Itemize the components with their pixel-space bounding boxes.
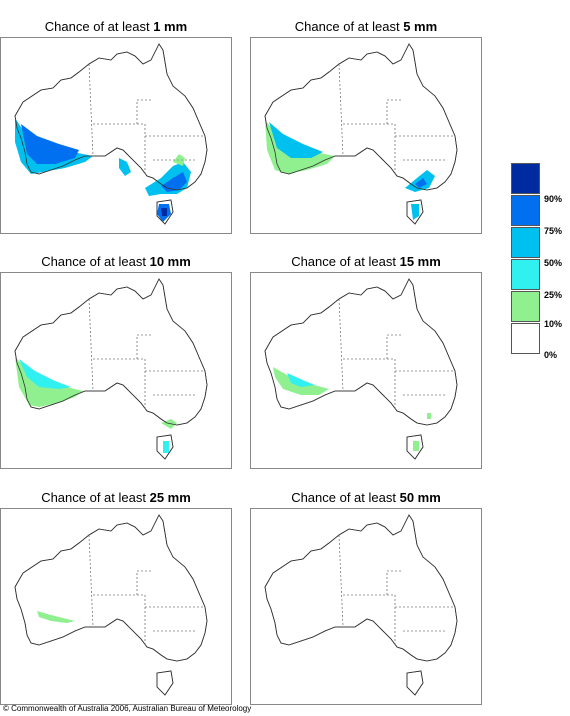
tasmania-outline (156, 199, 174, 225)
state-border (88, 534, 94, 628)
map-outline-overlay (264, 278, 458, 460)
rain-overlay (265, 120, 435, 220)
rain-overlay (37, 611, 75, 623)
map-outline-overlay (14, 43, 208, 225)
base-map (14, 43, 208, 225)
copyright-notice: © Commonwealth of Australia 2006, Austra… (3, 704, 252, 713)
panel-5mm: Chance of at least 5 mm (250, 17, 482, 234)
legend-label-25: 25% (544, 290, 563, 300)
legend-swatch-0 (511, 323, 540, 354)
mainland-outline (264, 514, 458, 662)
australia-map (14, 514, 208, 696)
title-amount: 5 mm (403, 19, 438, 34)
state-border (338, 63, 344, 157)
state-border (88, 63, 94, 157)
tasmania-outline (406, 434, 424, 460)
title-prefix: Chance of at least (291, 490, 396, 505)
mainland-outline (14, 514, 208, 662)
mainland-outline (264, 278, 458, 426)
map-frame (250, 272, 482, 469)
title-amount: 25 mm (149, 490, 191, 505)
rain-overlay (15, 118, 191, 222)
title-prefix: Chance of at least (291, 254, 396, 269)
base-map (14, 278, 208, 460)
map-outline-overlay (264, 43, 458, 225)
legend-label-50: 50% (544, 258, 563, 268)
legend-swatch-50 (511, 227, 540, 258)
legend-swatch-90 (511, 163, 540, 194)
title-prefix: Chance of at least (41, 254, 146, 269)
base-map (14, 514, 208, 696)
state-border (136, 570, 151, 595)
australia-map (264, 278, 458, 460)
tasmania-outline (156, 434, 174, 460)
state-border (338, 298, 344, 392)
mainland-outline (264, 514, 458, 662)
panel-title: Chance of at least 5 mm (250, 17, 482, 37)
panel-title: Chance of at least 10 mm (0, 252, 232, 272)
mainland-outline (14, 278, 208, 426)
map-outline-overlay (14, 514, 208, 696)
tasmania-outline (406, 199, 424, 225)
state-border (136, 99, 151, 124)
tasmania-outline (406, 670, 424, 696)
australia-map (14, 43, 208, 225)
state-border (386, 334, 401, 359)
title-prefix: Chance of at least (41, 490, 146, 505)
map-frame (0, 508, 232, 705)
legend-swatch-10 (511, 291, 540, 322)
base-map (264, 43, 458, 225)
australia-map (264, 514, 458, 696)
panel-title: Chance of at least 1 mm (0, 17, 232, 37)
panel-1mm: Chance of at least 1 mm (0, 17, 232, 234)
panel-50mm: Chance of at least 50 mm (250, 488, 482, 705)
map-frame (0, 272, 232, 469)
panel-title: Chance of at least 50 mm (250, 488, 482, 508)
state-border (136, 334, 151, 359)
base-map (264, 278, 458, 460)
legend-label-10: 10% (544, 319, 563, 329)
title-prefix: Chance of at least (294, 19, 400, 34)
base-map (264, 514, 458, 696)
legend-label-0: 0% (544, 350, 558, 360)
legend-label-90: 90% (544, 194, 563, 204)
title-amount: 1 mm (153, 19, 188, 34)
map-frame (250, 508, 482, 705)
panel-title: Chance of at least 15 mm (250, 252, 482, 272)
map-frame (0, 37, 232, 234)
map-outline-overlay (14, 278, 208, 460)
legend-swatch-75 (511, 195, 540, 226)
panel-10mm: Chance of at least 10 mm (0, 252, 232, 469)
tasmania-outline (406, 670, 424, 696)
title-amount: 15 mm (399, 254, 441, 269)
mainland-outline (264, 43, 458, 191)
state-border (338, 534, 344, 628)
legend-swatch-25 (511, 259, 540, 290)
state-border (386, 99, 401, 124)
australia-map (264, 43, 458, 225)
tasmania-outline (156, 670, 174, 696)
color-legend: 90% 75% 50% 25% 10% 0% (511, 163, 570, 360)
mainland-outline (14, 514, 208, 662)
map-frame (250, 37, 482, 234)
map-outline-overlay (264, 514, 458, 696)
panel-15mm: Chance of at least 15 mm (250, 252, 482, 469)
title-amount: 10 mm (149, 254, 191, 269)
australia-map (14, 278, 208, 460)
state-border (386, 570, 401, 595)
state-border (88, 298, 94, 392)
panel-25mm: Chance of at least 25 mm (0, 488, 232, 705)
legend-label-75: 75% (544, 226, 563, 236)
panel-title: Chance of at least 25 mm (0, 488, 232, 508)
rain-overlay (273, 367, 431, 451)
title-amount: 50 mm (399, 490, 441, 505)
mainland-outline (264, 278, 458, 426)
mainland-outline (14, 43, 208, 191)
title-prefix: Chance of at least (44, 19, 150, 34)
tasmania-outline (156, 670, 174, 696)
